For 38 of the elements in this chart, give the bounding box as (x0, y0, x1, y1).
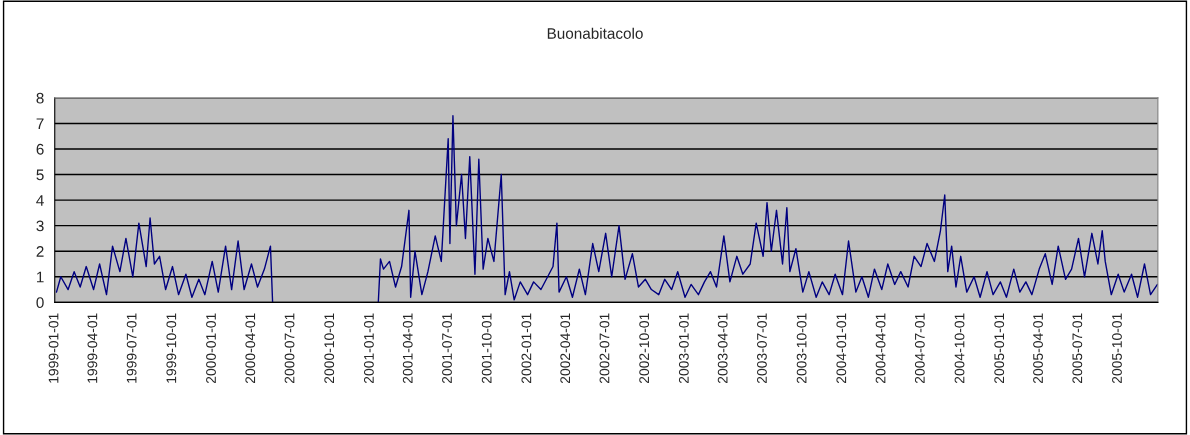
x-tick-label: 2001-07-01 (442, 313, 452, 384)
chart-title: Buonabitacolo (547, 27, 643, 39)
y-tick-label: 4 (36, 195, 44, 206)
y-tick-label: 8 (36, 92, 44, 104)
x-tick-label: 2001-04-01 (402, 313, 413, 384)
x-tick-label: 2000-07-01 (284, 313, 295, 384)
x-tick-label: 2002-10-01 (639, 313, 650, 384)
x-tick-label: 2005-04-01 (1033, 313, 1043, 384)
x-tick-label: 1999-07-01 (126, 313, 137, 383)
x-tick-label: 2002-01-01 (521, 313, 532, 384)
x-tick-label: 2004-07-01 (914, 313, 925, 384)
x-tick-label: 1999-04-01 (87, 313, 98, 383)
x-tick-label: 1999-10-01 (166, 313, 177, 383)
y-tick-label: 0 (36, 297, 44, 309)
y-tick-label: 5 (36, 169, 44, 181)
x-tick-label: 2005-10-01 (1112, 313, 1122, 384)
x-tick-label: 2003-01-01 (678, 313, 689, 384)
y-tick-label: 3 (36, 220, 44, 232)
x-tick-label: 2000-04-01 (245, 313, 256, 384)
y-tick-label: 7 (36, 118, 44, 129)
x-tick-label: 2004-10-01 (954, 313, 965, 384)
x-tick-label: 2000-10-01 (324, 313, 335, 384)
x-tick-label: 2003-04-01 (717, 313, 728, 384)
x-tick-label: 2005-01-01 (994, 313, 1005, 384)
x-tick-label: 2003-07-01 (757, 313, 767, 384)
x-tick-label: 2004-01-01 (836, 313, 847, 384)
x-tick-label: 2000-01-01 (206, 313, 216, 384)
x-tick-label: 2001-01-01 (364, 313, 374, 384)
y-tick-label: 2 (36, 246, 44, 257)
x-tick-label: 2002-04-01 (560, 313, 571, 384)
x-tick-label: 2004-04-01 (875, 313, 886, 384)
y-tick-label: 6 (36, 143, 44, 155)
x-tick-label: 2003-10-01 (796, 313, 807, 384)
y-tick-label: 1 (36, 271, 44, 283)
x-tick-label: 2002-07-01 (599, 313, 610, 384)
x-tick-label: 2005-07-01 (1072, 313, 1083, 384)
x-tick-label: 1999-01-01 (48, 313, 59, 383)
x-tick-label: 2001-10-01 (481, 313, 492, 384)
